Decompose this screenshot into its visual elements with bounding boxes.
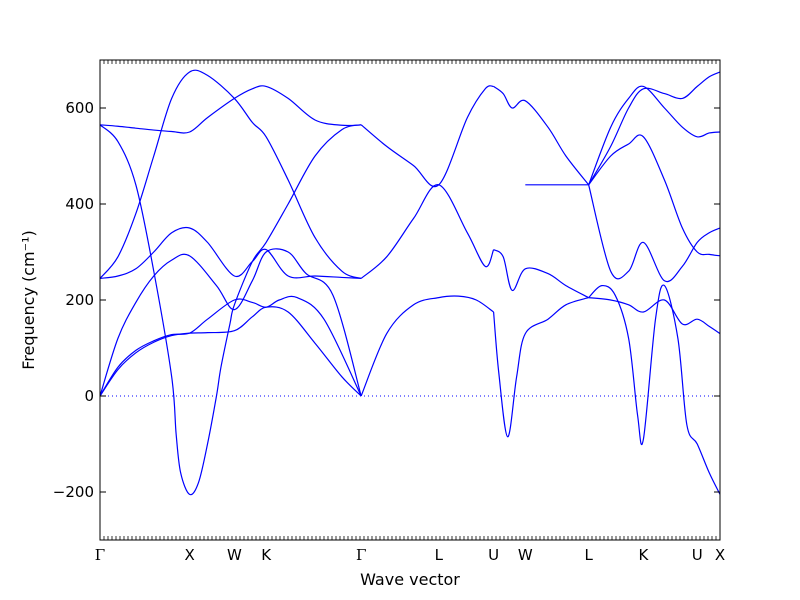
x-tick-label: W — [227, 546, 242, 564]
band-line-13 — [492, 297, 589, 438]
band-lines — [100, 69, 720, 496]
band-line-2 — [100, 295, 362, 397]
band-line-18 — [588, 134, 720, 257]
band-line-16 — [588, 284, 720, 495]
x-tick-label: W — [518, 546, 533, 564]
x-tick-label: Γ — [356, 546, 366, 564]
band-line-4 — [100, 124, 362, 496]
y-tick-label: 600 — [65, 99, 94, 117]
y-tick-label: 400 — [65, 195, 94, 213]
band-line-11 — [493, 85, 590, 186]
band-line-8 — [360, 295, 494, 397]
y-axis-label: Frequency (cm⁻¹) — [19, 230, 38, 369]
band-line-17 — [588, 184, 720, 283]
y-tick-label: 0 — [84, 387, 94, 405]
band-line-20 — [588, 71, 720, 186]
x-tick-label: K — [261, 546, 272, 564]
band-line-1 — [100, 306, 362, 397]
band-line-5 — [100, 85, 362, 134]
band-line-3 — [100, 248, 362, 397]
band-line-19 — [588, 85, 720, 186]
y-tick-label: −200 — [53, 483, 94, 501]
x-axis-label: Wave vector — [360, 570, 460, 589]
band-line-10 — [360, 85, 494, 188]
x-tick-label: U — [488, 546, 499, 564]
x-tick-label: X — [715, 546, 725, 564]
x-tick-label: X — [184, 546, 194, 564]
band-line-12 — [493, 249, 589, 299]
x-tick-label: L — [435, 546, 444, 564]
plot-frame — [99, 59, 721, 541]
x-tick-label: L — [584, 546, 593, 564]
x-tick-label: U — [692, 546, 703, 564]
x-tick-label: Γ — [95, 546, 105, 564]
band-line-6 — [100, 69, 362, 279]
band-line-15 — [588, 297, 720, 335]
axis-ticks — [99, 60, 721, 540]
x-tick-label: K — [638, 546, 649, 564]
band-line-7 — [100, 226, 362, 279]
y-tick-label: 200 — [65, 291, 94, 309]
